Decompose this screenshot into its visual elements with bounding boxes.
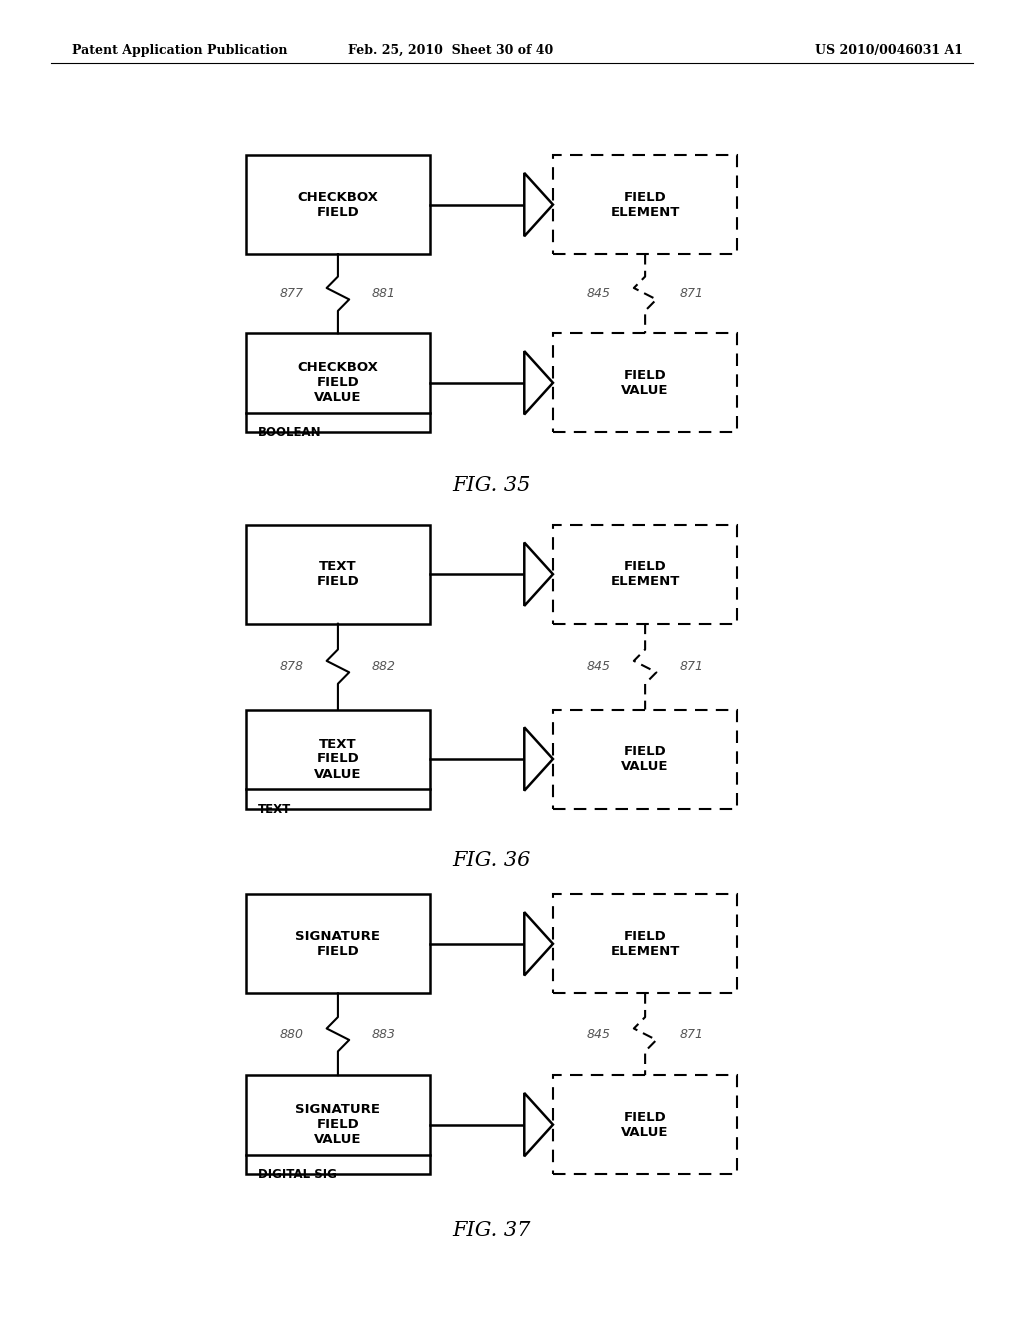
Text: SIGNATURE
FIELD: SIGNATURE FIELD: [295, 929, 381, 958]
Polygon shape: [524, 351, 553, 414]
Bar: [246, 154, 430, 253]
Bar: [246, 710, 430, 808]
Text: TEXT
FIELD: TEXT FIELD: [316, 560, 359, 589]
Polygon shape: [524, 1093, 553, 1156]
Text: FIG. 36: FIG. 36: [453, 851, 530, 870]
Text: Patent Application Publication: Patent Application Publication: [72, 44, 287, 57]
Polygon shape: [524, 543, 553, 606]
Text: FIELD
VALUE: FIELD VALUE: [622, 1110, 669, 1139]
Text: CHECKBOX
FIELD
VALUE: CHECKBOX FIELD VALUE: [298, 362, 378, 404]
Bar: [246, 1074, 430, 1175]
Text: DIGITAL SIG: DIGITAL SIG: [258, 1168, 337, 1181]
Text: 871: 871: [679, 288, 703, 300]
Bar: [553, 1074, 737, 1175]
Polygon shape: [524, 912, 553, 975]
Text: 882: 882: [372, 660, 396, 673]
Text: FIELD
VALUE: FIELD VALUE: [622, 368, 669, 397]
Polygon shape: [524, 727, 553, 791]
Text: 881: 881: [372, 288, 396, 300]
Text: 871: 871: [679, 1028, 703, 1040]
Text: 878: 878: [280, 660, 304, 673]
Text: 883: 883: [372, 1028, 396, 1040]
Text: 880: 880: [280, 1028, 304, 1040]
Bar: [553, 525, 737, 624]
Bar: [553, 334, 737, 433]
Text: TEXT
FIELD
VALUE: TEXT FIELD VALUE: [314, 738, 361, 780]
Bar: [246, 525, 430, 624]
Text: FIELD
ELEMENT: FIELD ELEMENT: [610, 560, 680, 589]
Text: FIG. 35: FIG. 35: [453, 477, 530, 495]
Bar: [246, 334, 430, 433]
Text: US 2010/0046031 A1: US 2010/0046031 A1: [814, 44, 963, 57]
Text: 877: 877: [280, 288, 304, 300]
Bar: [553, 710, 737, 808]
Polygon shape: [524, 173, 553, 236]
Text: FIELD
ELEMENT: FIELD ELEMENT: [610, 190, 680, 219]
Text: TEXT: TEXT: [258, 803, 291, 816]
Bar: [553, 895, 737, 993]
Bar: [553, 154, 737, 253]
Text: FIG. 37: FIG. 37: [453, 1221, 530, 1239]
Text: 845: 845: [587, 1028, 611, 1040]
Text: BOOLEAN: BOOLEAN: [258, 426, 322, 440]
Text: FIELD
VALUE: FIELD VALUE: [622, 744, 669, 774]
Bar: [246, 895, 430, 993]
Text: 845: 845: [587, 288, 611, 300]
Text: 845: 845: [587, 660, 611, 673]
Text: CHECKBOX
FIELD: CHECKBOX FIELD: [298, 190, 378, 219]
Text: 871: 871: [679, 660, 703, 673]
Text: Feb. 25, 2010  Sheet 30 of 40: Feb. 25, 2010 Sheet 30 of 40: [348, 44, 553, 57]
Text: SIGNATURE
FIELD
VALUE: SIGNATURE FIELD VALUE: [295, 1104, 381, 1146]
Text: FIELD
ELEMENT: FIELD ELEMENT: [610, 929, 680, 958]
